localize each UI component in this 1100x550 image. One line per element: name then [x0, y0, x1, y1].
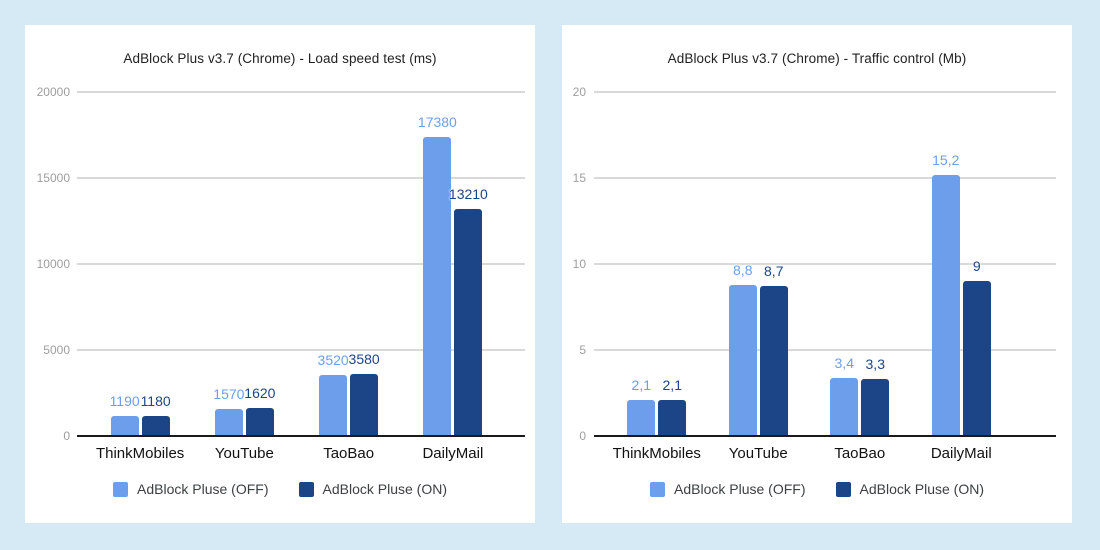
y-tick-label: 20 — [572, 85, 586, 99]
bar-on-taobao — [350, 374, 379, 436]
x-tick-label-thinkmobiles: ThinkMobiles — [612, 445, 701, 462]
gridline — [77, 91, 525, 93]
bar-off-dailymail — [931, 174, 960, 436]
legend-label-off: AdBlock Pluse (OFF) — [674, 481, 806, 497]
y-tick-label: 5000 — [43, 343, 70, 357]
bar-off-youtube — [214, 408, 243, 436]
value-label-off-taobao: 3,4 — [834, 354, 854, 371]
gridline — [594, 177, 1056, 179]
x-tick-label-taobao: TaoBao — [834, 445, 886, 462]
bar-on-thinkmobiles — [658, 399, 687, 436]
bar-off-youtube — [728, 284, 757, 436]
gridline — [77, 263, 525, 265]
legend-item-off: AdBlock Pluse (OFF) — [113, 481, 269, 497]
value-label-off-dailymail: 17380 — [417, 114, 457, 131]
gridline — [594, 91, 1056, 93]
value-label-on-thinkmobiles: 2,1 — [662, 376, 682, 393]
gridline — [594, 263, 1056, 265]
gridline — [77, 349, 525, 351]
value-label-on-taobao: 3,3 — [865, 356, 885, 373]
legend-item-on: AdBlock Pluse (ON) — [835, 481, 984, 497]
bar-on-youtube — [759, 286, 788, 436]
y-tick-label: 10 — [572, 257, 586, 271]
value-label-off-youtube: 1570 — [213, 385, 245, 402]
bar-off-taobao — [830, 377, 859, 436]
value-label-off-thinkmobiles: 2,1 — [631, 376, 651, 393]
value-label-off-dailymail: 15,2 — [932, 151, 960, 168]
bar-on-dailymail — [454, 208, 483, 436]
x-axis-line — [77, 435, 525, 437]
bar-off-thinkmobiles — [110, 415, 139, 436]
bar-off-dailymail — [423, 137, 452, 436]
bar-on-taobao — [861, 379, 890, 436]
legend-label-on: AdBlock Pluse (ON) — [859, 481, 984, 497]
legend-swatch-off — [113, 481, 129, 497]
x-tick-label-taobao: TaoBao — [323, 445, 375, 462]
x-tick-label-youtube: YouTube — [728, 445, 788, 462]
chart-card-traffic-control: AdBlock Plus v3.7 (Chrome) - Traffic con… — [562, 25, 1072, 523]
bar-off-thinkmobiles — [627, 399, 656, 436]
legend: AdBlock Pluse (OFF) AdBlock Pluse (ON) — [562, 481, 1072, 497]
bar-on-youtube — [245, 408, 274, 436]
x-tick-label-dailymail: DailyMail — [422, 445, 484, 462]
value-label-on-dailymail: 13210 — [448, 185, 488, 202]
chart-card-load-speed: AdBlock Plus v3.7 (Chrome) - Load speed … — [25, 25, 535, 523]
y-tick-label: 15 — [572, 171, 586, 185]
value-label-on-youtube: 8,7 — [764, 263, 784, 280]
x-tick-label-youtube: YouTube — [214, 445, 274, 462]
legend: AdBlock Pluse (OFF) AdBlock Pluse (ON) — [25, 481, 535, 497]
value-label-on-dailymail: 9 — [972, 258, 981, 275]
y-tick-label: 20000 — [36, 85, 70, 99]
gridline — [594, 349, 1056, 351]
x-tick-label-thinkmobiles: ThinkMobiles — [95, 445, 185, 462]
x-tick-label-dailymail: DailyMail — [930, 445, 992, 462]
y-tick-label: 0 — [579, 429, 586, 443]
value-label-off-taobao: 3520 — [317, 352, 349, 369]
legend-label-on: AdBlock Pluse (ON) — [322, 481, 447, 497]
value-label-on-taobao: 3580 — [348, 351, 380, 368]
y-tick-label: 15000 — [36, 171, 70, 185]
x-axis-line — [594, 435, 1056, 437]
value-label-off-thinkmobiles: 1190 — [109, 392, 140, 409]
legend-item-on: AdBlock Pluse (ON) — [298, 481, 447, 497]
y-tick-label: 5 — [579, 343, 586, 357]
y-tick-label: 10000 — [36, 257, 70, 271]
gridline — [77, 177, 525, 179]
legend-swatch-on — [298, 481, 314, 497]
value-label-off-youtube: 8,8 — [733, 261, 753, 278]
value-label-on-youtube: 1620 — [244, 385, 276, 402]
legend-swatch-on — [835, 481, 851, 497]
chart-title: AdBlock Plus v3.7 (Chrome) - Traffic con… — [667, 51, 967, 66]
bar-on-dailymail — [962, 281, 991, 436]
y-tick-label: 0 — [63, 429, 70, 443]
value-label-on-thinkmobiles: 1180 — [140, 392, 171, 409]
bar-off-taobao — [319, 375, 348, 436]
legend-label-off: AdBlock Pluse (OFF) — [137, 481, 269, 497]
legend-item-off: AdBlock Pluse (OFF) — [650, 481, 806, 497]
legend-swatch-off — [650, 481, 666, 497]
chart-title: AdBlock Plus v3.7 (Chrome) - Load speed … — [123, 51, 437, 66]
bar-on-thinkmobiles — [141, 415, 170, 436]
